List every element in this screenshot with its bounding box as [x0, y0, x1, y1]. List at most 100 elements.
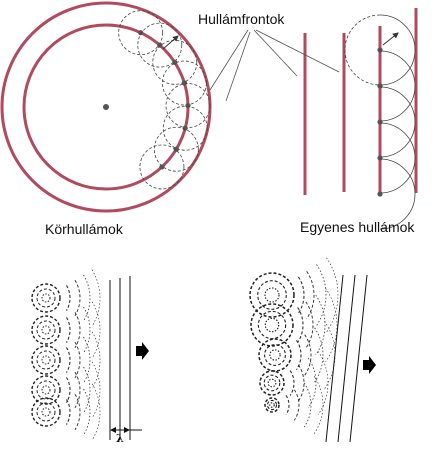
source-circle [263, 374, 281, 392]
source-circle [41, 355, 51, 365]
dashed-wave-arc [289, 370, 295, 396]
dashed-wave-arc [83, 274, 91, 322]
wavelet-source-dot [173, 146, 179, 152]
wavelet-source-dot [157, 42, 163, 48]
wavelet-source-dot [377, 83, 383, 89]
dashed-wave-arc [65, 285, 71, 311]
source-circle [259, 370, 285, 396]
source-circle [41, 325, 51, 335]
propagation-arrow-right [363, 356, 376, 374]
wavelet-radius-arrow [162, 35, 179, 50]
dashed-wave-arc [91, 383, 101, 441]
wavelet-source-dot [159, 164, 165, 170]
dashed-wave-arc [83, 388, 91, 436]
propagation-arrow-left [136, 342, 149, 360]
dashed-wave-arc [91, 331, 101, 389]
source-circle [31, 283, 61, 313]
source-circle [264, 397, 280, 413]
secondary-wavelet-circle [165, 83, 211, 128]
plane-wave-panel: λ [31, 269, 149, 445]
dashed-wave-arc [91, 361, 101, 419]
dashed-wave-arc [83, 306, 91, 354]
dashed-wave-arc [293, 389, 300, 421]
source-circle [267, 378, 277, 388]
dashed-wave-arc [304, 334, 312, 376]
wavelet-source-dot [377, 47, 383, 53]
source-circle [264, 344, 286, 366]
circular-waves-label: Körhullámok [45, 221, 124, 237]
dashed-wave-arc [306, 271, 315, 319]
dashed-wave-arc [65, 347, 71, 373]
secondary-wavelet-circle [137, 22, 183, 68]
oblique-wave-source-circles [249, 272, 295, 413]
source-circle [36, 350, 56, 370]
half-wavelet-arc [379, 14, 416, 86]
source-circle [249, 272, 295, 318]
secondary-wavelet-circle [118, 10, 164, 56]
half-wavelet-arc [379, 122, 416, 194]
source-circle [41, 293, 51, 303]
dashed-wave-arc [74, 311, 81, 349]
source-circle [41, 407, 51, 417]
dashed-wave-arc [65, 317, 71, 343]
oblique-wavefront-2 [337, 274, 356, 443]
source-circle [250, 303, 294, 347]
straight-secondary-wavelets [344, 14, 416, 230]
source-circle [31, 345, 61, 375]
dashed-wave-arc [296, 340, 302, 370]
source-circle [36, 380, 56, 400]
dashed-wave-arc [65, 399, 71, 425]
dashed-wave-arc [74, 371, 81, 409]
straight-wave-panel [303, 8, 418, 230]
secondary-wavelet-circle [152, 39, 198, 85]
source-circle [31, 375, 61, 405]
dashed-wave-arc [315, 294, 326, 356]
dashed-wave-arc [91, 301, 101, 359]
dashed-wave-arc [74, 279, 81, 317]
dashed-wave-arc [303, 382, 312, 428]
circular-wave-source-dot [103, 104, 109, 110]
wavelength-symbol: λ [116, 432, 124, 445]
dashed-wave-arc [314, 327, 324, 383]
source-circle [264, 287, 280, 303]
wavefronts-label: Hullámfrontok [198, 11, 285, 27]
dashed-wave-arc [317, 351, 329, 415]
dashed-wave-arc [83, 366, 91, 414]
oblique-wavefront-1 [325, 274, 344, 443]
secondary-wavelet-circle [139, 144, 185, 190]
dashed-wave-arc [325, 288, 338, 362]
dashed-wave-arc [316, 264, 327, 326]
source-circle [269, 349, 281, 361]
dashed-wave-arc [285, 395, 290, 415]
dashed-wave-arc [298, 364, 305, 402]
dashed-wave-arc [305, 301, 314, 349]
half-wavelet-arc-back [344, 14, 381, 86]
circular-wave-panel [0, 1, 212, 213]
straight-wavelet-radius-arrow [382, 32, 399, 46]
source-circle [257, 280, 287, 310]
source-circle [41, 385, 51, 395]
half-wavelet-arc [379, 158, 416, 230]
source-circle [36, 402, 56, 422]
oblique-wave-dashed-arcs [285, 257, 339, 434]
dashed-wave-arc [313, 376, 324, 434]
secondary-wavelet-circle [162, 105, 208, 151]
source-circle [36, 288, 56, 308]
wavelet-source-dot [181, 80, 188, 86]
circular-secondary-wavelets [118, 10, 211, 190]
wavelet-source-dot [182, 125, 188, 131]
dashed-wave-arc [74, 393, 81, 431]
wavelet-source-dot [377, 155, 383, 161]
dashed-wave-arc [83, 336, 91, 384]
source-circle [31, 397, 61, 427]
plane-wave-source-circles [31, 283, 61, 427]
source-circle [266, 399, 278, 411]
wavelet-source-dot [138, 30, 144, 36]
wavelet-source-dot [377, 119, 383, 125]
source-circle [258, 338, 292, 372]
source-circle [257, 310, 287, 340]
dashed-wave-arc [297, 276, 305, 314]
half-wavelet-arc [379, 86, 416, 158]
dashed-wave-arc [91, 269, 101, 327]
